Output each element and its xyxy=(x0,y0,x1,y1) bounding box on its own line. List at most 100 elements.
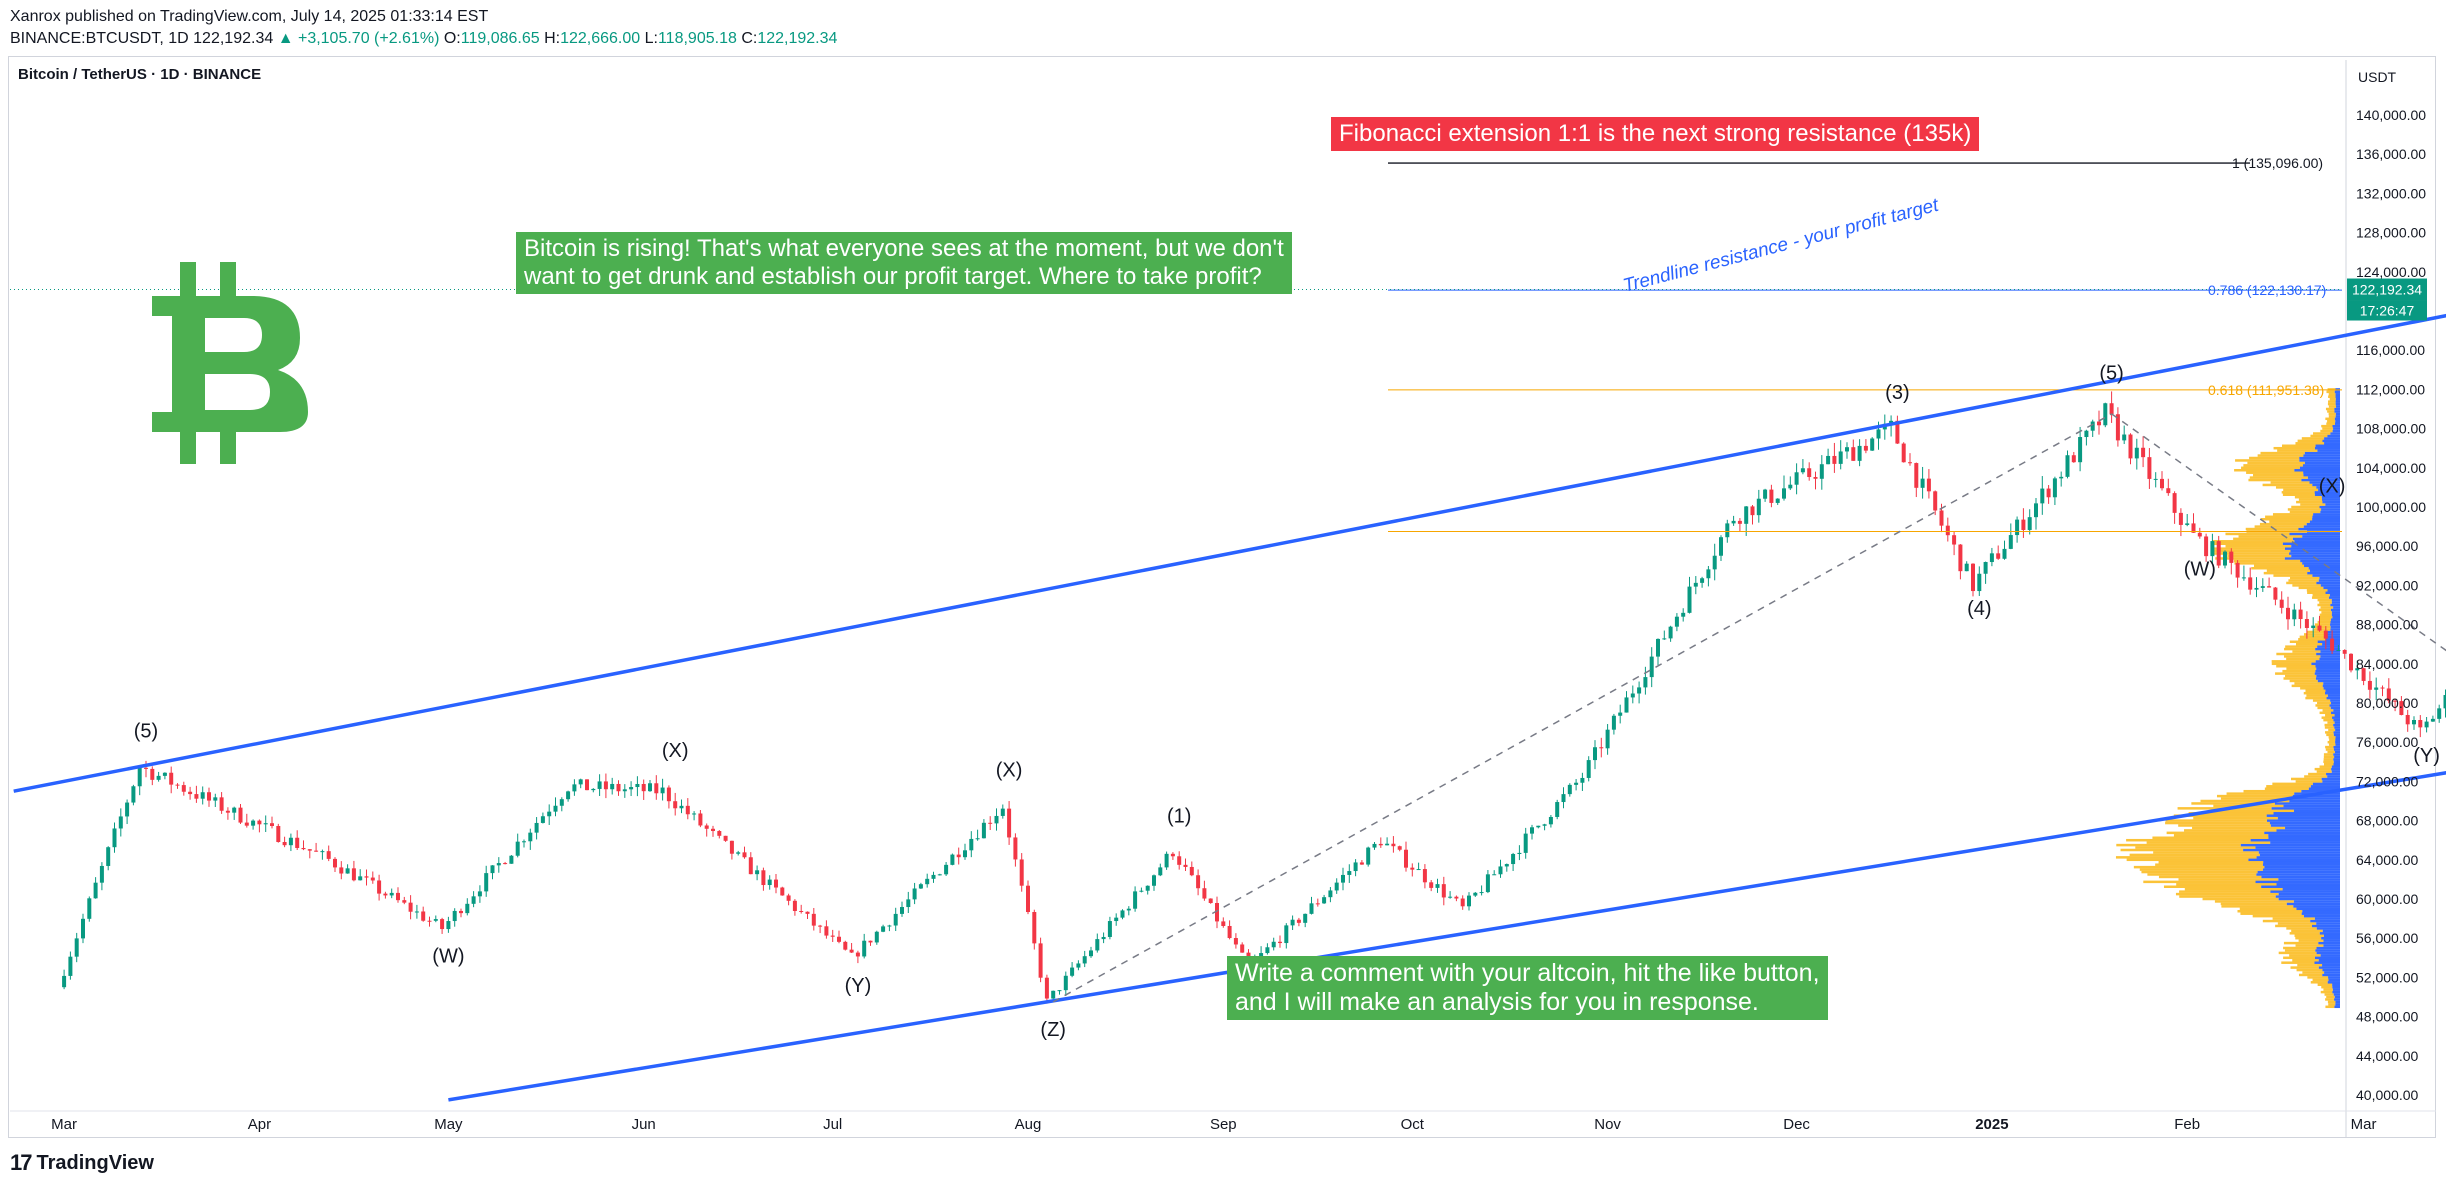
volume-bar-up xyxy=(2245,527,2299,531)
volume-bar-up xyxy=(2220,902,2287,906)
candle-body xyxy=(2361,668,2366,681)
candle-body xyxy=(1782,488,1786,499)
candle-body xyxy=(1901,443,1906,463)
volume-bar-down xyxy=(2302,562,2340,565)
candle-body xyxy=(1593,747,1597,761)
candle-body xyxy=(1284,925,1289,944)
footer-brand[interactable]: 17 TradingView xyxy=(10,1150,154,1176)
volume-bar-down xyxy=(2331,767,2340,771)
candle-body xyxy=(648,783,652,792)
price-tick-label: 136,000.00 xyxy=(2356,146,2426,162)
volume-bar-down xyxy=(2325,591,2340,594)
volume-bar-up xyxy=(2271,662,2312,666)
candle-body xyxy=(1580,777,1585,783)
volume-bar-down xyxy=(2322,973,2340,977)
candle-body xyxy=(496,863,501,866)
volume-bar-down xyxy=(2333,733,2340,737)
candle-body xyxy=(528,832,533,842)
volume-bar-down xyxy=(2330,706,2340,710)
volume-bar-down xyxy=(2322,963,2340,967)
candle-body xyxy=(1920,478,1925,488)
volume-bar-down xyxy=(2301,912,2340,915)
volume-bar-up xyxy=(2323,755,2335,759)
volume-bar-up xyxy=(2292,959,2319,962)
candle-body xyxy=(635,783,640,788)
volume-bar-down xyxy=(2314,917,2340,920)
volume-bar-down xyxy=(2315,949,2340,952)
volume-bar-down xyxy=(2331,613,2340,617)
price-tick-label: 92,000.00 xyxy=(2356,577,2418,593)
brand-name: TradingView xyxy=(36,1151,154,1174)
candle-body xyxy=(1391,843,1396,847)
volume-bar-up xyxy=(2283,488,2319,492)
candle-body xyxy=(1945,525,1950,536)
candle-body xyxy=(2430,718,2435,722)
volume-bar-up xyxy=(2307,976,2329,979)
volume-bar-down xyxy=(2316,652,2340,656)
lower-channel-line xyxy=(448,771,2446,1102)
volume-bar-down xyxy=(2324,437,2340,440)
symbol[interactable]: BINANCE:BTCUSDT, 1D xyxy=(10,30,189,47)
candle-body xyxy=(81,918,85,939)
volume-bar-up xyxy=(2281,491,2315,494)
candle-body xyxy=(156,775,161,780)
volume-bar-up xyxy=(2317,598,2332,602)
volume-bar-down xyxy=(2332,716,2340,719)
candle-body xyxy=(1586,760,1591,778)
time-tick-label: Jun xyxy=(632,1116,656,1133)
volume-bar-up xyxy=(2327,410,2335,413)
price-change: ▲ +3,105.70 (+2.61%) xyxy=(277,30,440,47)
volume-bar-up xyxy=(2313,628,2331,631)
time-axis[interactable]: Mar Apr May Jun Jul Aug Sep Oct Nov Dec 2025 Feb Mar… xyxy=(10,1110,2446,1133)
volume-bar-down xyxy=(2284,547,2340,550)
volume-bar-down xyxy=(2333,606,2340,609)
volume-bar-up xyxy=(2152,836,2269,839)
volume-bar-up xyxy=(2133,865,2265,869)
price-axis[interactable]: USDT 140,000.00 136,000.00 132,000.00 128,00… xyxy=(2356,69,2426,1103)
volume-bar-up xyxy=(2193,816,2278,820)
volume-bar-up xyxy=(2308,772,2327,776)
comment-note-line-1: Write a comment with your altcoin, hit t… xyxy=(1235,959,1820,987)
candle-body xyxy=(900,907,904,914)
candle-body xyxy=(925,878,930,885)
candle-body xyxy=(1511,853,1516,865)
candle-body xyxy=(106,847,111,866)
volume-bar-down xyxy=(2263,861,2340,864)
volume-bar-down xyxy=(2304,564,2340,568)
volume-bar-down xyxy=(2300,559,2340,563)
candle-body xyxy=(988,822,993,824)
candle-body xyxy=(144,767,148,769)
volume-bar-up xyxy=(2291,505,2320,509)
wave-labels: (5)(W)(X)(Y)(X)(Z)(1)(2)(3)(5)(4)(X)(W)(… xyxy=(134,363,2440,1042)
time-tick-label: Dec xyxy=(1783,1116,1810,1133)
candle-body xyxy=(1315,903,1320,905)
candle-body xyxy=(1983,562,1988,574)
volume-bar-up xyxy=(2319,711,2332,715)
candle-body xyxy=(459,910,463,914)
volume-bar-down xyxy=(2319,657,2340,661)
volume-bar-down xyxy=(2294,469,2340,472)
price-tick-label: 96,000.00 xyxy=(2356,538,2418,554)
candle-body xyxy=(2323,630,2328,639)
volume-bar-up xyxy=(2298,638,2326,641)
volume-bar-up xyxy=(2325,998,2335,1001)
volume-bar-down xyxy=(2311,662,2340,666)
volume-bar-up xyxy=(2126,858,2249,862)
candle-body xyxy=(654,783,659,794)
volume-bar-up xyxy=(2165,821,2270,825)
volume-bar-up xyxy=(2226,792,2295,795)
volume-bar-down xyxy=(2291,544,2340,548)
volume-bar-up xyxy=(2329,397,2336,401)
candle-body xyxy=(2046,488,2051,498)
chart-frame[interactable] xyxy=(8,56,2436,1138)
volume-bar-down xyxy=(2335,393,2340,396)
candle-body xyxy=(2084,430,2089,438)
volume-bar-down xyxy=(2326,772,2340,776)
volume-bar-up xyxy=(2295,442,2325,445)
candle-body xyxy=(742,852,747,858)
volume-bar-down xyxy=(2333,723,2340,727)
volume-bar-up xyxy=(2176,883,2277,886)
volume-bar-down xyxy=(2318,579,2340,582)
candle-body xyxy=(729,840,734,854)
